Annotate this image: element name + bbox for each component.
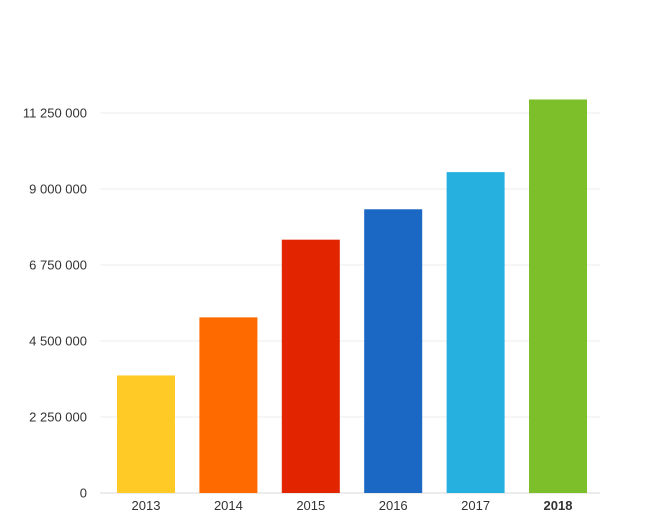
x-tick-label: 2016: [379, 498, 408, 513]
x-tick-label: 2015: [296, 498, 325, 513]
bar-2017[interactable]: [446, 172, 505, 493]
y-tick-label: 9 000 000: [29, 182, 87, 197]
y-tick-label: 6 750 000: [29, 258, 87, 273]
y-axis-ticks: 0 2 250 000 4 500 000 6 750 000 9 000 000 11 …: [23, 106, 87, 501]
y-tick-label: 0: [80, 486, 87, 501]
bar-2014[interactable]: [199, 317, 258, 493]
bar-2013[interactable]: [117, 375, 175, 493]
bar-2018[interactable]: [529, 99, 587, 493]
bars: [117, 99, 587, 493]
bar-2016[interactable]: [364, 209, 423, 493]
gridlines: [100, 112, 600, 494]
y-tick-label: 2 250 000: [29, 410, 87, 425]
y-tick-label: 4 500 000: [29, 334, 87, 349]
y-tick-label: 11 250 000: [23, 106, 87, 121]
x-tick-label: 2017: [461, 498, 490, 513]
bar-2015[interactable]: [281, 239, 340, 493]
x-tick-label: 2018: [544, 498, 573, 513]
x-axis-ticks: 2013 2014 2015 2016 2017 2018: [132, 498, 573, 513]
x-tick-label: 2014: [214, 498, 243, 513]
x-tick-label: 2013: [132, 498, 161, 513]
